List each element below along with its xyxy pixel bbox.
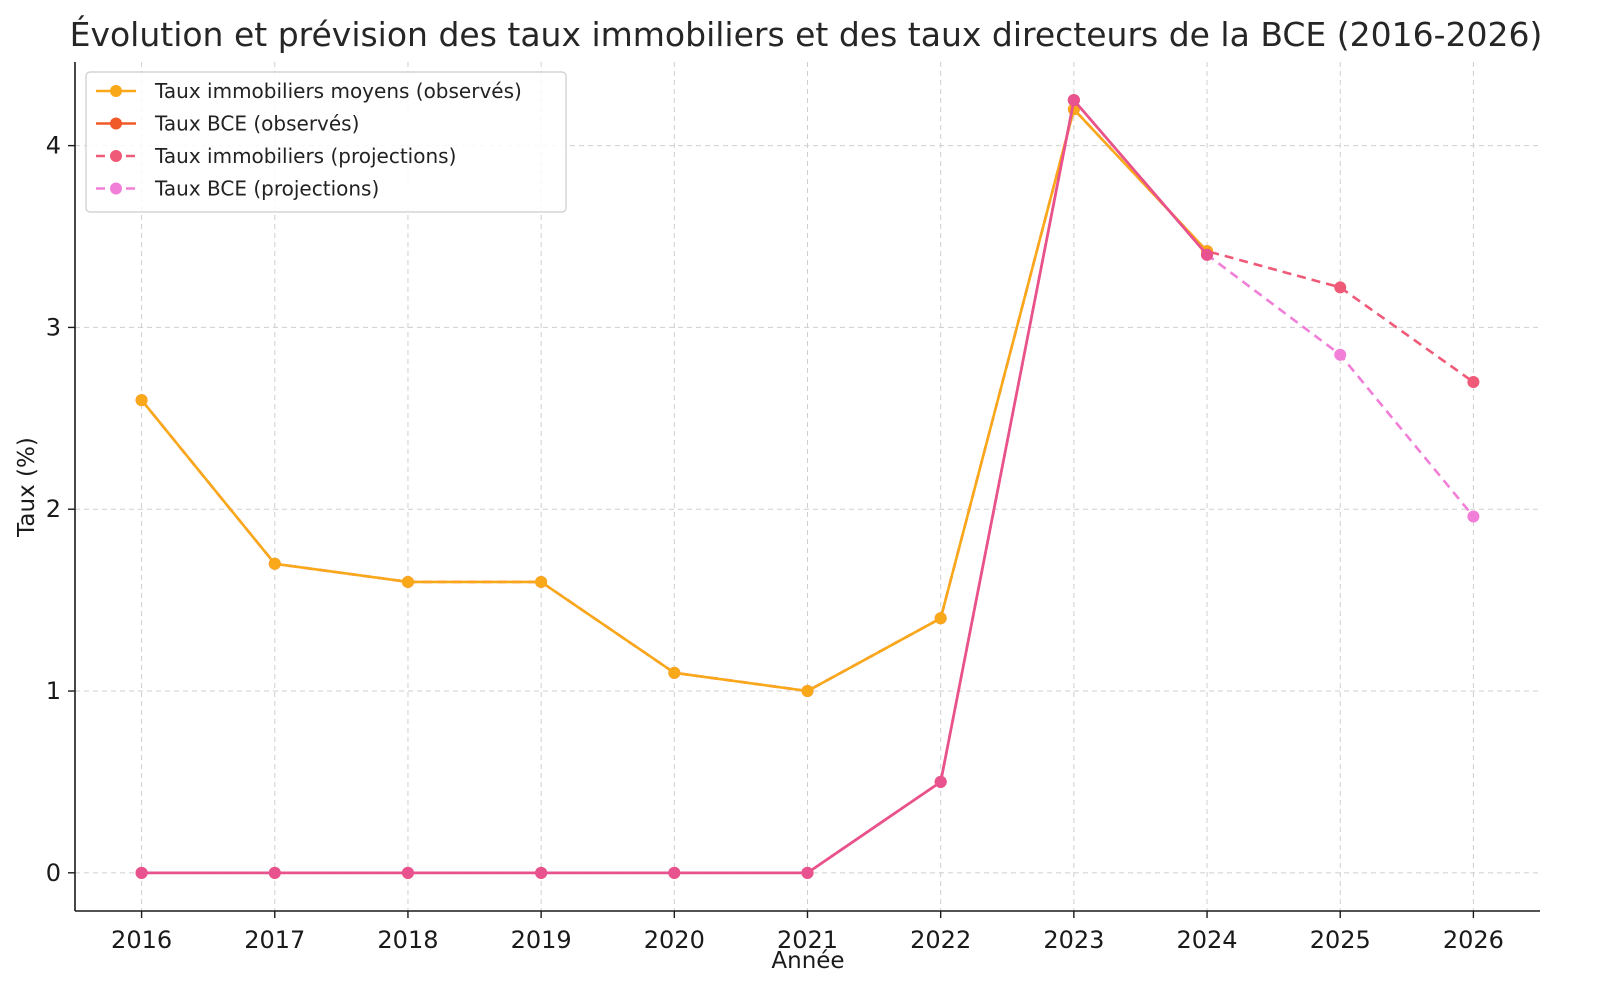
y-axis-label: Taux (%) (14, 437, 40, 538)
series-3-point (1334, 281, 1347, 294)
series-1 (135, 103, 1214, 698)
legend-label: Taux immobiliers moyens (observés) (154, 79, 522, 103)
overlay-bce-point (135, 866, 148, 879)
overlay-bce-point (934, 775, 947, 788)
y-tick-label: 0 (46, 859, 61, 887)
legend-item: Taux immobiliers (projections) (96, 144, 456, 168)
x-tick-label: 2019 (511, 926, 572, 954)
y-tick-label: 4 (46, 132, 61, 160)
x-tick-label: 2026 (1443, 926, 1504, 954)
x-axis-label: Année (771, 948, 844, 974)
chart-title: Évolution et prévision des taux immobili… (70, 14, 1543, 54)
x-tick-label: 2021 (777, 926, 838, 954)
overlay-bce-point (668, 866, 681, 879)
legend-item: Taux BCE (observés) (96, 112, 359, 136)
legend-label: Taux BCE (observés) (154, 112, 359, 136)
series-1-point (934, 612, 947, 625)
overlay-bce (135, 94, 1214, 879)
legend-label: Taux BCE (projections) (154, 177, 379, 201)
x-tick-label: 2024 (1177, 926, 1238, 954)
series-layer (135, 94, 1480, 879)
x-tick-label: 2017 (244, 926, 305, 954)
legend-swatch-marker (110, 150, 122, 162)
overlay-bce-point (1067, 94, 1080, 107)
overlay-bce-point (401, 866, 414, 879)
legend-swatch-marker (110, 117, 122, 130)
x-tick-label: 2025 (1310, 926, 1371, 954)
series-1-point (268, 557, 281, 570)
x-tick-label: 2018 (377, 926, 438, 954)
x-tick-label: 2020 (644, 926, 705, 954)
series-1-point (135, 394, 148, 407)
x-tick-label: 2016 (111, 926, 172, 954)
legend-frame (85, 71, 567, 213)
x-tick-label: 2022 (910, 926, 971, 954)
x-ticks: 2016 2017 2018 2019 2020 2021 2022 2023 2024 2025… (111, 911, 1504, 954)
y-tick-label: 2 (46, 495, 61, 523)
legend-label: Taux immobiliers (projections) (154, 144, 456, 168)
series-3-point (1467, 375, 1480, 388)
x-tick-label: 2023 (1043, 926, 1104, 954)
legend-swatch-marker (110, 85, 122, 97)
series-1-point (535, 575, 548, 588)
series-1-point (801, 685, 814, 698)
series-4-point (1334, 348, 1347, 361)
series-4-point (1467, 510, 1480, 523)
series-1-point (668, 666, 681, 679)
legend-swatch-marker (110, 182, 122, 195)
overlay-bce-point (535, 866, 548, 879)
y-ticks: 0 1 2 3 4 (46, 132, 75, 887)
legend-item: Taux BCE (projections) (96, 177, 379, 201)
legend: Taux immobiliers moyens (observés) Taux B… (85, 71, 567, 213)
overlay-bce-point (801, 866, 814, 879)
y-tick-label: 1 (46, 677, 61, 705)
overlay-bce-point (268, 866, 281, 879)
y-tick-label: 3 (46, 313, 61, 341)
overlay-bce-point (1201, 248, 1214, 261)
legend-item: Taux immobiliers moyens (observés) (96, 79, 522, 103)
series-1-point (401, 575, 414, 588)
